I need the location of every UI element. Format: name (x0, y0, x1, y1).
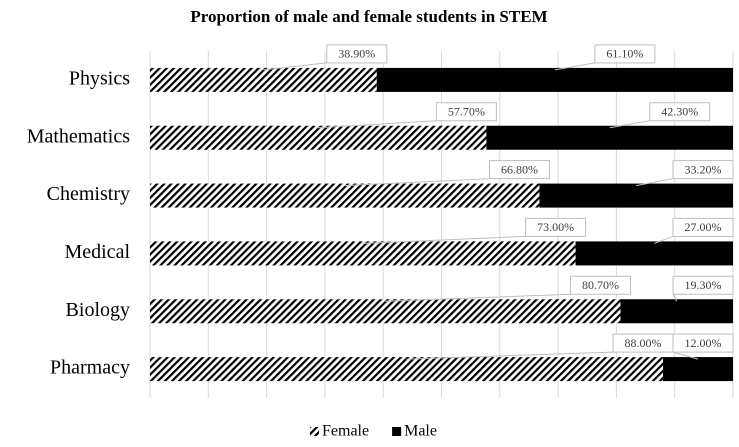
label-box (525, 217, 587, 237)
bar-segment (150, 183, 540, 208)
label-box (326, 44, 388, 64)
value-label: 61.10% (606, 47, 643, 61)
value-label: 88.00% (625, 336, 662, 350)
label-box (488, 160, 550, 180)
leader-line (609, 120, 650, 129)
bar-segment (150, 241, 576, 266)
y-tick-label: Mathematics (27, 125, 131, 147)
value-label: 80.70% (582, 278, 619, 292)
bar-segment (150, 125, 487, 150)
leader-line (406, 351, 614, 360)
y-tick-label: Chemistry (47, 183, 130, 205)
bar-segment (150, 67, 377, 92)
value-label: 42.30% (661, 105, 698, 119)
bar-segment (486, 125, 733, 150)
leader-line (344, 178, 490, 187)
leader-line (385, 293, 571, 302)
bar-segment (620, 299, 733, 324)
leader-line (672, 294, 678, 302)
value-label: 19.30% (685, 278, 722, 292)
value-label: 27.00% (685, 220, 722, 234)
leader-line (554, 62, 595, 71)
bar-segment (575, 241, 733, 266)
value-label: 33.20% (685, 162, 722, 176)
y-tick-label: Medical (64, 241, 130, 263)
label-box (569, 275, 631, 295)
bar-segment (150, 299, 621, 324)
label-box (672, 333, 734, 353)
value-label: 12.00% (685, 336, 722, 350)
leader-line (263, 62, 327, 71)
label-box (594, 44, 656, 64)
bar-segment (376, 67, 733, 92)
label-box (672, 217, 734, 237)
leader-line (636, 178, 674, 187)
legend-swatch (310, 427, 319, 436)
chart-title: Proportion of male and female students i… (190, 7, 547, 26)
value-label: 66.80% (501, 162, 538, 176)
bar-segment (539, 183, 733, 208)
label-box (672, 275, 734, 295)
leader-line (318, 120, 437, 129)
legend-label: Male (404, 423, 437, 440)
y-tick-label: Biology (66, 299, 130, 321)
legend-swatch (392, 427, 402, 436)
label-box (672, 160, 734, 180)
bar-segment (150, 357, 664, 382)
value-label: 73.00% (537, 220, 574, 234)
label-box (649, 102, 711, 122)
label-box (435, 102, 497, 122)
leader-line (672, 351, 699, 360)
y-tick-label: Pharmacy (50, 357, 130, 379)
bar-segment (663, 357, 733, 382)
leader-line (362, 235, 526, 244)
y-tick-label: Physics (69, 68, 130, 90)
value-label: 38.90% (338, 47, 375, 61)
leader-line (654, 235, 674, 244)
value-label: 57.70% (448, 105, 485, 119)
legend-label: Female (322, 423, 369, 440)
